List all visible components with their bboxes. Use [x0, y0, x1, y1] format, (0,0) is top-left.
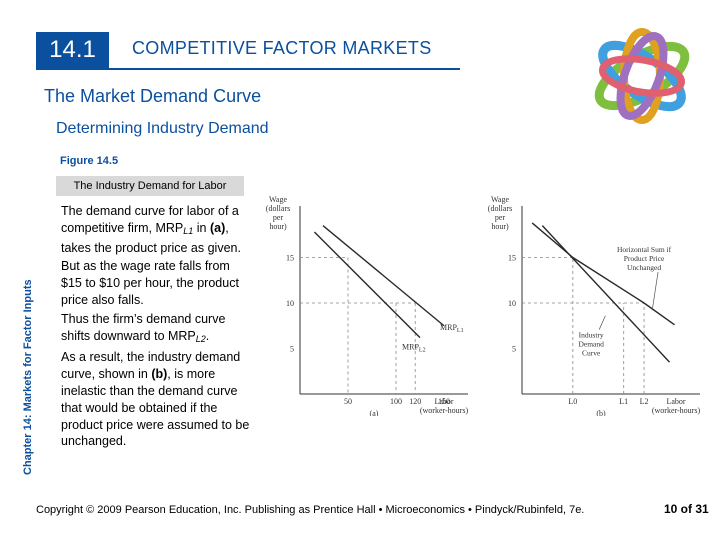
panel-b-annotation-1: Demand	[578, 340, 604, 349]
paragraph-4: As a result, the industry demand curve, …	[61, 350, 250, 449]
panel-b-y-tick-label: 15	[508, 254, 516, 263]
slide-subheading: Determining Industry Demand	[56, 120, 269, 137]
panel-b-annotation-1: Industry	[579, 331, 604, 340]
panel-a-x-tick-label: 120	[409, 397, 421, 406]
panel-b-x-tick-label: L1	[619, 397, 628, 406]
panel-b-annotation-arrow-1	[598, 315, 606, 330]
page-number: 10 of 31	[664, 502, 709, 516]
section-number: 14.1	[36, 32, 109, 68]
panel-a-ylabel-line: (dollars	[266, 204, 290, 213]
figure-label: Figure 14.5	[60, 155, 119, 167]
panel-a-y-tick-label: 10	[286, 299, 294, 308]
panel-a-xlabel-line: Labor	[434, 397, 453, 406]
panel-a-label: (a)	[370, 409, 379, 416]
panel-a-x-tick-label: 100	[390, 397, 402, 406]
panel-b-y-tick-label: 10	[508, 299, 516, 308]
industry-demand-chart: Wage(dollarsperhour)Labor(worker-hours)(…	[266, 195, 701, 416]
panel-a-x-tick-label: 150	[438, 397, 450, 406]
chapter-side-label: Chapter 14: Markets for Factor Inputs	[22, 279, 34, 475]
panel-b-annotation-1: Curve	[582, 349, 601, 358]
panel-b-ylabel-line: Wage	[491, 195, 509, 204]
panel-b-xlabel-line: (worker-hours)	[652, 406, 701, 415]
panel-b-ylabel-line: (dollars	[488, 204, 512, 213]
panel-b-x-tick-label: L0	[568, 397, 577, 406]
panel-a-ylabel-line: Wage	[269, 195, 287, 204]
panel-a-xlabel-line: (worker-hours)	[420, 406, 469, 415]
paragraph-2: But as the wage rate falls from $15 to $…	[61, 259, 239, 307]
panel-b-x-tick-label: L2	[640, 397, 649, 406]
panel-b-y-tick-label: 5	[512, 345, 516, 354]
panel-b-annotation-0: Horizontal Sum if	[617, 245, 672, 254]
panel-b-annotation-0: Product Price	[624, 254, 665, 263]
paragraph-3: Thus the firm’s demand curve shifts down…	[61, 311, 226, 344]
panel-b-ylabel-line: per	[495, 213, 506, 222]
panel-a-series-line-0	[322, 225, 445, 327]
panel-a-x-tick-label: 50	[344, 397, 352, 406]
panel-b-xlabel-line: Labor	[666, 397, 685, 406]
panel-a-ylabel-line: hour)	[269, 222, 287, 231]
panel-b-ylabel-line: hour)	[491, 222, 509, 231]
paragraph-1: The demand curve for labor of a competit…	[61, 204, 241, 255]
panel-a-series-label-1: MRPL2	[402, 343, 426, 354]
panel-b-annotation-arrow-0	[651, 271, 659, 311]
footer-copyright: Copyright © 2009 Pearson Education, Inc.…	[36, 504, 585, 516]
slide-subtitle: The Market Demand Curve	[44, 86, 262, 106]
header-title: COMPETITIVE FACTOR MARKETS	[132, 38, 432, 58]
panel-a-ylabel-line: per	[273, 213, 284, 222]
panel-a-series-line-1	[313, 231, 421, 339]
figure-title: The Industry Demand for Labor	[56, 176, 244, 196]
panel-a-y-tick-label: 15	[286, 254, 294, 263]
panel-a-series-label-0: MRPL1	[440, 323, 464, 334]
panel-b-series-line-0	[531, 222, 675, 326]
body-text: The demand curve for labor of a competit…	[61, 203, 251, 452]
panel-b-label: (b)	[596, 409, 606, 416]
panel-b-series-line-1	[541, 225, 670, 363]
panel-a-y-tick-label: 5	[290, 345, 294, 354]
header-divider	[36, 68, 460, 70]
interlocking-rings-icon	[594, 28, 690, 124]
panel-b-annotation-0: Unchanged	[627, 263, 661, 272]
